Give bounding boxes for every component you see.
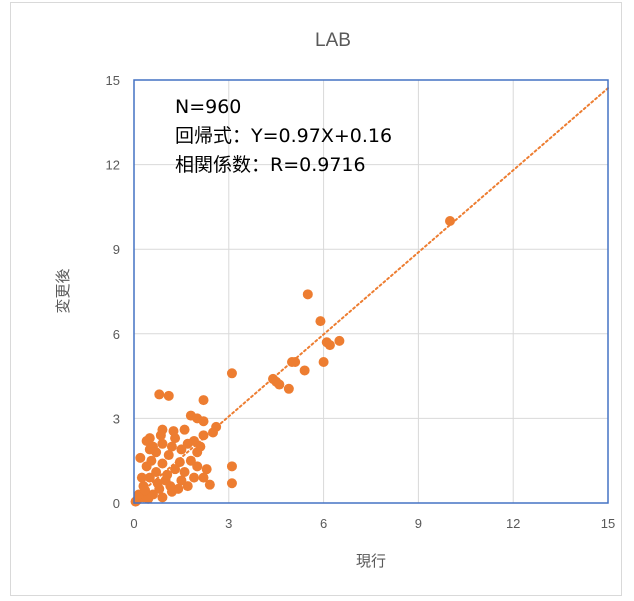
x-tick-label: 12	[506, 516, 520, 531]
data-point	[140, 485, 151, 496]
data-point	[445, 216, 455, 226]
y-tick-label: 0	[113, 496, 120, 511]
x-tick-labels: 0 3 6 9 12 15	[130, 516, 615, 531]
data-point	[198, 416, 209, 427]
data-point	[155, 430, 166, 441]
data-point	[176, 475, 187, 486]
data-point	[198, 472, 209, 483]
data-point	[143, 493, 154, 504]
annotation-correlation: 相関係数：R=0.9716	[175, 154, 366, 176]
data-point	[157, 438, 168, 449]
data-point	[136, 472, 147, 483]
data-point	[198, 395, 209, 406]
x-tick-label: 6	[320, 516, 327, 531]
data-point	[201, 464, 212, 475]
data-points	[130, 216, 455, 507]
chart-title: LAB	[315, 30, 351, 51]
data-point	[185, 455, 196, 466]
y-tick-label: 15	[106, 73, 120, 88]
gridlines	[134, 80, 608, 503]
annotation-n: N=960	[175, 96, 241, 118]
data-point	[318, 357, 329, 367]
data-point	[162, 469, 173, 480]
data-point	[174, 457, 185, 468]
data-point	[208, 427, 218, 438]
y-tick-labels: 0 3 6 9 12 15	[106, 73, 120, 511]
data-point	[299, 365, 310, 376]
data-point	[163, 390, 174, 401]
data-point	[226, 368, 237, 379]
data-point	[283, 383, 294, 394]
data-point	[144, 444, 155, 455]
data-point	[170, 464, 181, 475]
data-point	[151, 466, 162, 477]
x-tick-label: 0	[130, 516, 137, 531]
data-point	[315, 316, 326, 327]
y-tick-label: 12	[106, 158, 120, 173]
plot-area-border	[133, 79, 609, 504]
data-point	[173, 483, 184, 494]
data-point	[195, 441, 206, 452]
data-point	[165, 481, 176, 492]
data-point	[198, 430, 209, 441]
data-point	[226, 478, 237, 489]
data-point	[226, 461, 237, 472]
y-tick-label: 9	[113, 242, 120, 257]
data-point	[166, 441, 177, 452]
data-point	[290, 357, 301, 367]
x-tick-label: 15	[601, 516, 615, 531]
data-point	[179, 424, 190, 435]
data-point	[168, 426, 179, 437]
annotation-regression: 回帰式：Y=0.97X+0.16	[175, 125, 392, 147]
data-point	[274, 379, 285, 390]
chart-frame	[10, 2, 622, 596]
data-point	[135, 452, 146, 463]
data-point	[182, 438, 193, 449]
data-point	[146, 455, 157, 466]
x-tick-label: 9	[415, 516, 422, 531]
data-point	[324, 340, 335, 351]
y-axis-title: 変更後	[54, 268, 72, 313]
data-point	[334, 335, 345, 346]
data-point	[302, 289, 313, 300]
y-tick-label: 3	[113, 411, 120, 426]
data-point	[163, 450, 174, 461]
data-point	[204, 479, 215, 490]
data-point	[189, 472, 200, 483]
x-tick-label: 3	[225, 516, 232, 531]
data-point	[152, 478, 163, 489]
data-point	[154, 389, 165, 400]
data-point	[157, 458, 168, 469]
x-axis-title: 現行	[356, 552, 386, 570]
data-point	[157, 492, 168, 503]
y-tick-label: 6	[113, 327, 120, 342]
data-point	[179, 466, 190, 477]
